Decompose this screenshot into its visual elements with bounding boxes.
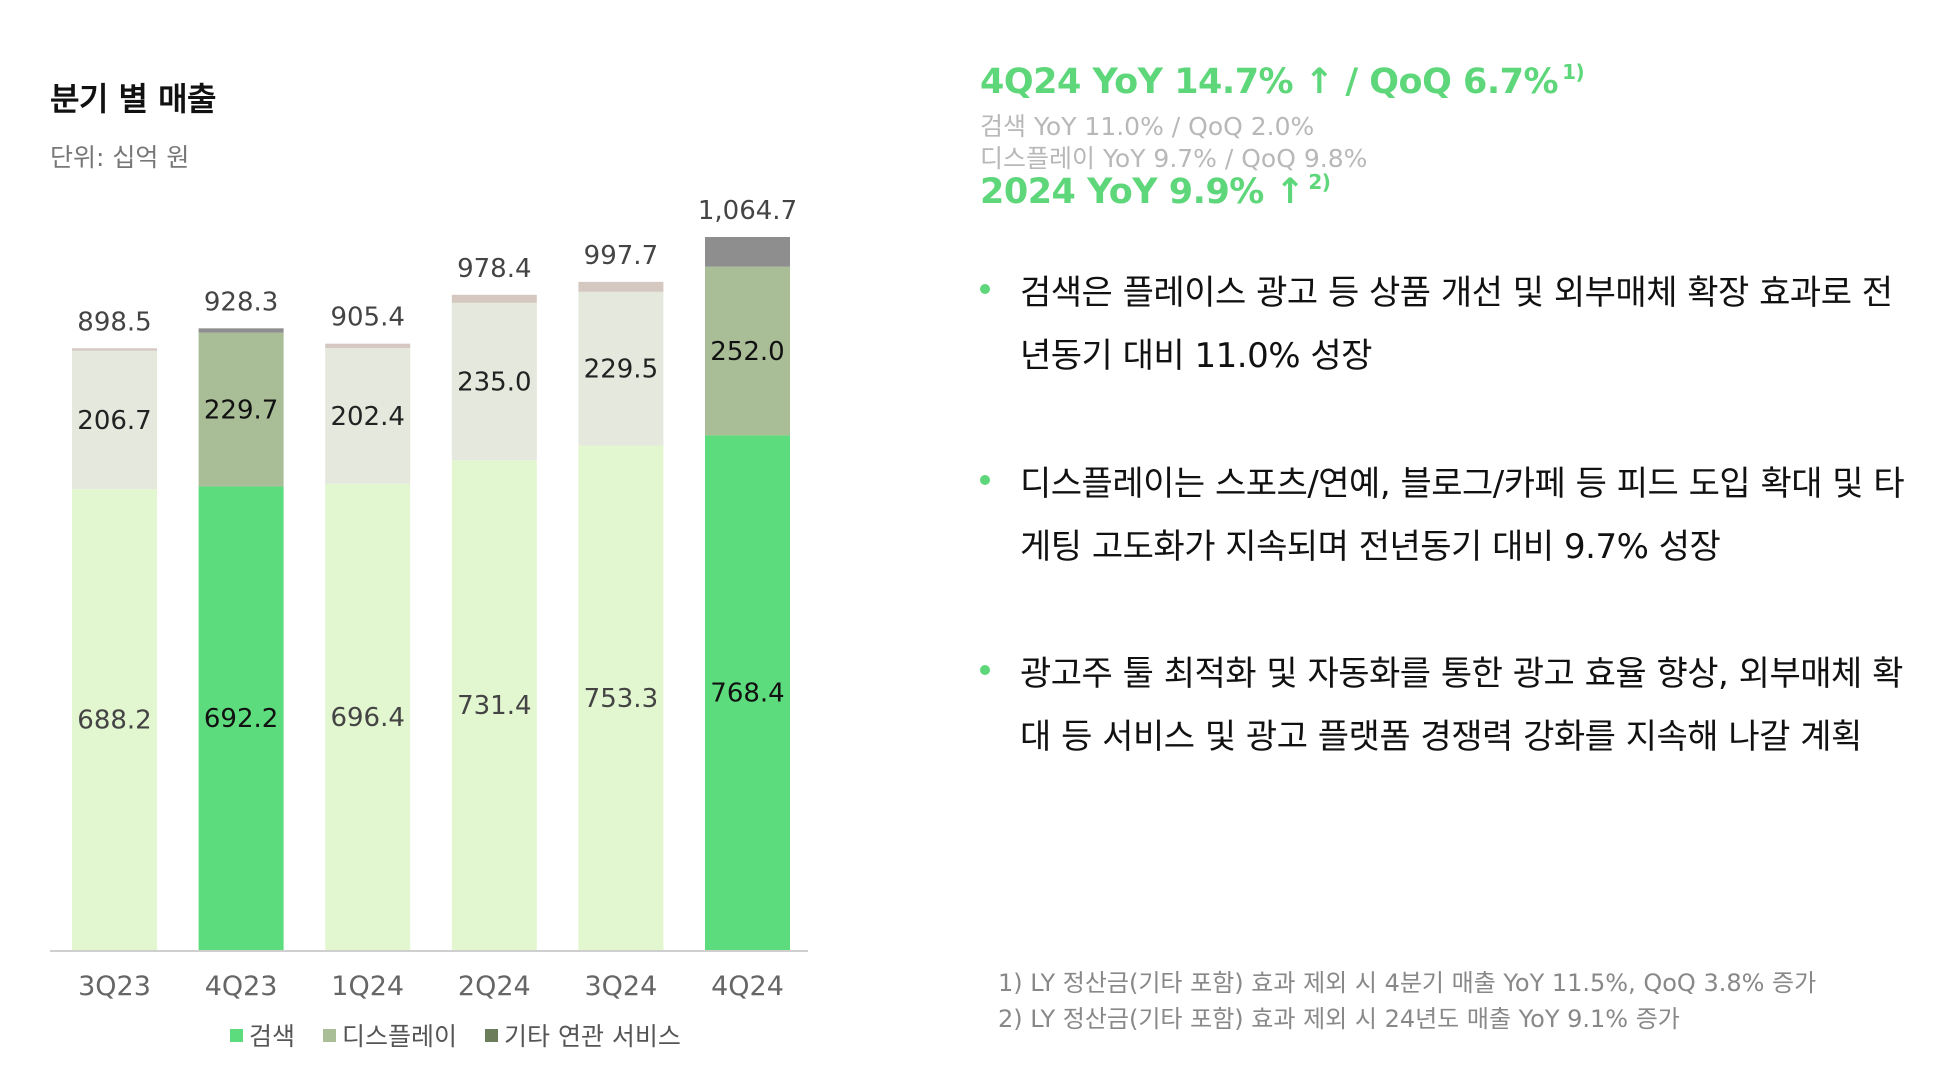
legend-item-other: 기타 연관 서비스 (485, 1017, 681, 1053)
bar-search-2Q24 (451, 460, 537, 950)
legend-swatch-other (485, 1028, 499, 1042)
label-search-2Q24: 731.4 (457, 691, 531, 721)
x-tick-4Q24: 4Q24 (711, 971, 784, 1000)
bar-search-3Q24 (578, 445, 664, 950)
label-search-4Q24: 768.4 (710, 679, 784, 709)
label-total-3Q24: 997.7 (584, 241, 658, 271)
headline-2024-text: 2024 YoY 9.9% ↑ (980, 172, 1305, 212)
chart-title: 분기 별 매출 (50, 80, 216, 118)
footnote-marker-2: 2) (1308, 170, 1331, 194)
legend-item-search: 검색 (230, 1017, 295, 1053)
label-search-3Q24: 753.3 (584, 684, 658, 714)
bullet-platform: 광고주 툴 최적화 및 자동화를 통한 광고 효율 향상, 외부매체 확대 등 … (980, 643, 1920, 769)
x-tick-3Q24: 3Q24 (585, 971, 658, 1000)
label-total-2Q24: 978.4 (457, 254, 531, 284)
legend-swatch-search (230, 1028, 243, 1042)
bullet-search-text: 검색은 플레이스 광고 등 상품 개선 및 외부매체 확장 효과로 전년동기 대… (1020, 273, 1893, 376)
headline-4q24-growth: 4Q24 YoY 14.7% ↑ / QoQ 6.7% 1) (980, 60, 1585, 102)
label-display-3Q23: 206.7 (77, 406, 151, 436)
label-display-4Q24: 252.0 (710, 337, 784, 367)
x-tick-4Q23: 4Q23 (205, 971, 278, 1000)
bullet-dot-icon (980, 665, 990, 675)
bullet-display: 디스플레이는 스포츠/연예, 블로그/카페 등 피드 도입 확대 및 타게팅 고… (980, 453, 1920, 579)
chart-unit-label: 단위: 십억 원 (50, 143, 190, 172)
bar-other-4Q23 (198, 328, 284, 333)
label-display-1Q24: 202.4 (330, 402, 404, 432)
bar-search-4Q23 (198, 486, 284, 950)
bar-display-4Q24 (705, 266, 790, 436)
bar-search-4Q24 (705, 435, 790, 950)
bar-other-3Q23 (72, 348, 157, 351)
stacked-bar-chart: 688.2 206.7 898.5 3Q23 692.2 229.7 928.3 4Q23 69… (50, 196, 808, 1000)
bullet-search: 검색은 플레이스 광고 등 상품 개선 및 외부매체 확장 효과로 전년동기 대… (980, 262, 1920, 388)
label-display-3Q24: 229.5 (584, 355, 658, 385)
display-growth-note: 디스플레이 YoY 9.7% / QoQ 9.8% (980, 144, 1368, 173)
x-tick-3Q23: 3Q23 (78, 971, 151, 1000)
x-tick-1Q24: 1Q24 (331, 971, 404, 1000)
label-total-3Q23: 898.5 (77, 307, 151, 337)
label-search-4Q23: 692.2 (204, 704, 278, 734)
bar-display-4Q23 (198, 332, 284, 487)
legend-label-search: 검색 (249, 1022, 296, 1051)
legend-label-other: 기타 연관 서비스 (504, 1022, 681, 1051)
label-search-3Q23: 688.2 (77, 706, 151, 736)
bar-display-2Q24 (451, 302, 537, 461)
bar-other-1Q24 (325, 343, 411, 349)
bar-other-4Q24 (705, 237, 790, 267)
bullet-dot-icon (980, 475, 990, 485)
label-display-4Q23: 229.7 (204, 396, 278, 426)
footnote-1: 1) LY 정산금(기타 포함) 효과 제외 시 4분기 매출 YoY 11.5… (998, 969, 1817, 997)
headline-4q24-text: 4Q24 YoY 14.7% ↑ / QoQ 6.7% (980, 62, 1559, 102)
legend-label-display: 디스플레이 (342, 1022, 458, 1051)
legend-item-display: 디스플레이 (323, 1017, 457, 1053)
bar-display-1Q24 (325, 348, 411, 484)
bar-search-1Q24 (325, 483, 411, 950)
bullet-display-text: 디스플레이는 스포츠/연예, 블로그/카페 등 피드 도입 확대 및 타게팅 고… (1020, 464, 1905, 567)
bar-other-2Q24 (451, 294, 537, 303)
chart-legend: 검색 디스플레이 기타 연관 서비스 (230, 1017, 681, 1053)
label-search-1Q24: 696.4 (330, 703, 404, 733)
label-total-4Q23: 928.3 (204, 287, 278, 317)
x-tick-2Q24: 2Q24 (458, 971, 531, 1000)
bar-display-3Q23 (72, 350, 157, 490)
footnote-2: 2) LY 정산금(기타 포함) 효과 제외 시 24년도 매출 YoY 9.1… (998, 1005, 1680, 1033)
label-total-1Q24: 905.4 (330, 303, 404, 333)
bullet-dot-icon (980, 284, 990, 294)
label-display-2Q24: 235.0 (457, 368, 531, 398)
bullet-platform-text: 광고주 툴 최적화 및 자동화를 통한 광고 효율 향상, 외부매체 확대 등 … (1020, 654, 1903, 757)
bar-other-3Q24 (578, 281, 664, 292)
footnote-marker-1: 1) (1562, 60, 1585, 84)
search-growth-note: 검색 YoY 11.0% / QoQ 2.0% (980, 112, 1315, 141)
legend-swatch-display (323, 1028, 337, 1042)
bar-display-3Q24 (578, 291, 664, 446)
label-total-4Q24: 1,064.7 (698, 196, 797, 226)
bar-search-3Q23 (72, 489, 157, 950)
headline-2024-growth: 2024 YoY 9.9% ↑ 2) (980, 170, 1331, 212)
